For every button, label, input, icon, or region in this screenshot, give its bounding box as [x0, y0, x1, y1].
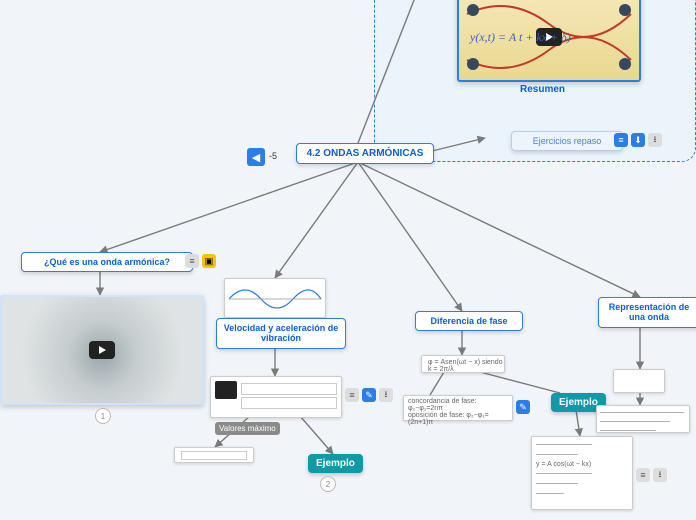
valores-max-thumb — [174, 447, 254, 463]
collapse-count: -5 — [269, 151, 277, 161]
footnote-circle-1: 1 — [95, 408, 111, 424]
collapse-button[interactable]: ◀ — [247, 148, 265, 166]
representacion-thumb-1 — [613, 369, 665, 393]
ejercicios-icons[interactable]: ≡⬇⭳ — [614, 133, 662, 147]
wave-formula: y(x,t) = A t + kx + δ) — [470, 30, 571, 45]
fase-formula-thumb: φ = Asen(ωt − x) siendo k = 2π/λ — [421, 355, 505, 373]
fase-document-thumb[interactable]: ——————————————y = A cos(ωt − kx)————————… — [531, 436, 633, 510]
velocity-graph-thumb — [224, 278, 326, 318]
velocidad-node[interactable]: Velocidad y aceleración de vibración — [216, 318, 346, 349]
fase-doc-icons[interactable]: ≡⭳ — [636, 468, 667, 482]
valores-maximo-label: Valores máximo — [215, 422, 280, 435]
velocidad-equations-thumb[interactable] — [210, 376, 342, 418]
fase-text-thumb: concordancia de fase: φ₂−φ₁=2nπoposición… — [403, 395, 513, 421]
resumen-caption: Resumen — [520, 84, 565, 95]
representacion-thumb-2: —————————————————————————————— — [596, 405, 690, 433]
fase-icons[interactable]: ✎ — [516, 400, 530, 414]
footnote-circle-2: 2 — [320, 476, 336, 492]
diferencia-fase-node[interactable]: Diferencia de fase — [415, 311, 523, 331]
ejercicios-repaso-node[interactable]: Ejercicios repaso — [511, 131, 623, 151]
ripple-video-thumb[interactable] — [0, 295, 204, 405]
que-es-onda-icons[interactable]: ≡▣ — [185, 254, 216, 268]
play-icon[interactable] — [89, 341, 115, 359]
velocidad-icons[interactable]: ≡✎⭳ — [345, 388, 393, 402]
representacion-node[interactable]: Representación de una onda — [598, 297, 696, 328]
root-node[interactable]: 4.2 ONDAS ARMÓNICAS — [296, 143, 434, 164]
que-es-onda-node[interactable]: ¿Qué es una onda armónica? — [21, 252, 193, 272]
ejemplo-button-1[interactable]: Ejemplo — [308, 454, 363, 473]
